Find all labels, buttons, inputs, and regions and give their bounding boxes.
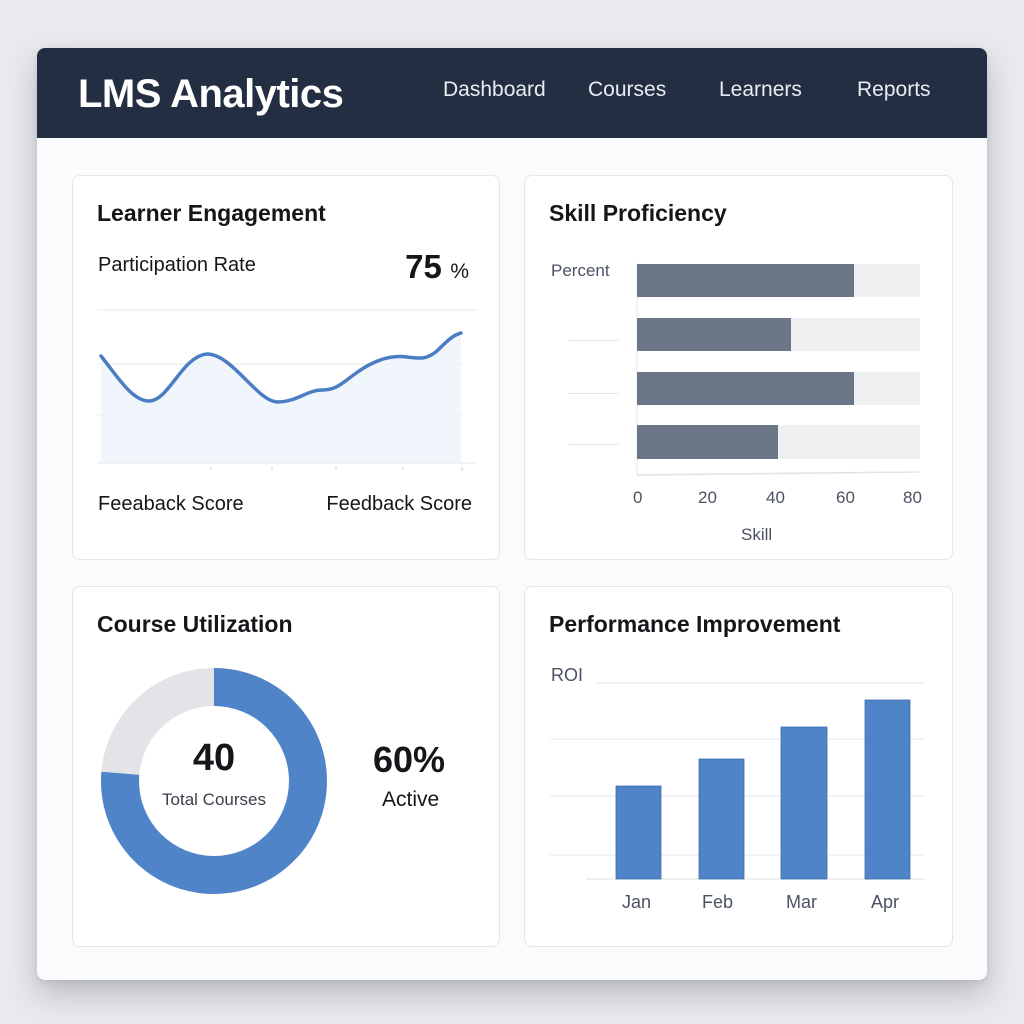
active-percent-value: 60% [373, 739, 446, 780]
card-title: Course Utilization [97, 611, 293, 637]
app-title: LMS Analytics [78, 72, 344, 116]
top-navigation-bar: LMS Analytics Dashboard Courses Learners… [37, 48, 987, 138]
nav-dashboard[interactable]: Dashboard [443, 78, 546, 101]
skill-proficiency-card: Skill Proficiency Percent 0 20 40 60 80 … [524, 175, 953, 560]
nav-learners[interactable]: Learners [719, 78, 802, 101]
y-axis-label: ROI [551, 665, 584, 685]
x-tick-40: 40 [766, 488, 785, 507]
x-label-mar: Mar [786, 892, 817, 912]
participation-rate-value: 75 % [405, 248, 469, 286]
participation-rate-label: Participation Rate [98, 254, 256, 276]
x-tick-60: 60 [836, 488, 855, 507]
metric-unit: % [450, 260, 469, 283]
x-tick-20: 20 [698, 488, 717, 507]
roi-bar-chart [550, 682, 925, 880]
axis-tick [569, 444, 619, 445]
active-label: Active [382, 788, 440, 811]
x-tick-80: 80 [903, 488, 922, 507]
x-tick-0: 0 [633, 488, 643, 507]
participation-line-chart [97, 309, 477, 471]
card-title: Learner Engagement [97, 200, 326, 226]
x-axis-label: Skill [741, 525, 773, 544]
x-label-feb: Feb [702, 892, 734, 912]
performance-improvement-card: Performance Improvement ROI Jan Feb Mar … [524, 586, 953, 947]
card-title: Skill Proficiency [549, 200, 727, 226]
feedback-score-label-left: Feeaback Score [98, 493, 244, 515]
y-axis-label: Percent [551, 261, 610, 280]
dashboard-window: LMS Analytics Dashboard Courses Learners… [37, 48, 987, 980]
skill-bar-chart [636, 263, 920, 476]
course-utilization-card: Course Utilization 40 Total Courses 60% … [72, 586, 500, 947]
axis-tick [569, 393, 619, 394]
nav-courses[interactable]: Courses [588, 78, 667, 101]
utilization-donut-chart [101, 668, 327, 894]
total-courses-value: 40 [192, 737, 236, 779]
metric-number: 75 [405, 248, 442, 285]
total-courses-label: Total Courses [162, 790, 266, 809]
axis-tick [569, 340, 619, 341]
nav-reports[interactable]: Reports [857, 78, 931, 101]
learner-engagement-card: Learner Engagement Participation Rate 75… [72, 175, 500, 560]
x-label-apr: Apr [871, 892, 900, 912]
main-nav: Dashboard Courses Learners Reports [37, 78, 987, 108]
feedback-score-label-right: Feedback Score [326, 493, 472, 515]
card-title: Performance Improvement [549, 611, 841, 637]
x-label-jan: Jan [622, 892, 652, 912]
